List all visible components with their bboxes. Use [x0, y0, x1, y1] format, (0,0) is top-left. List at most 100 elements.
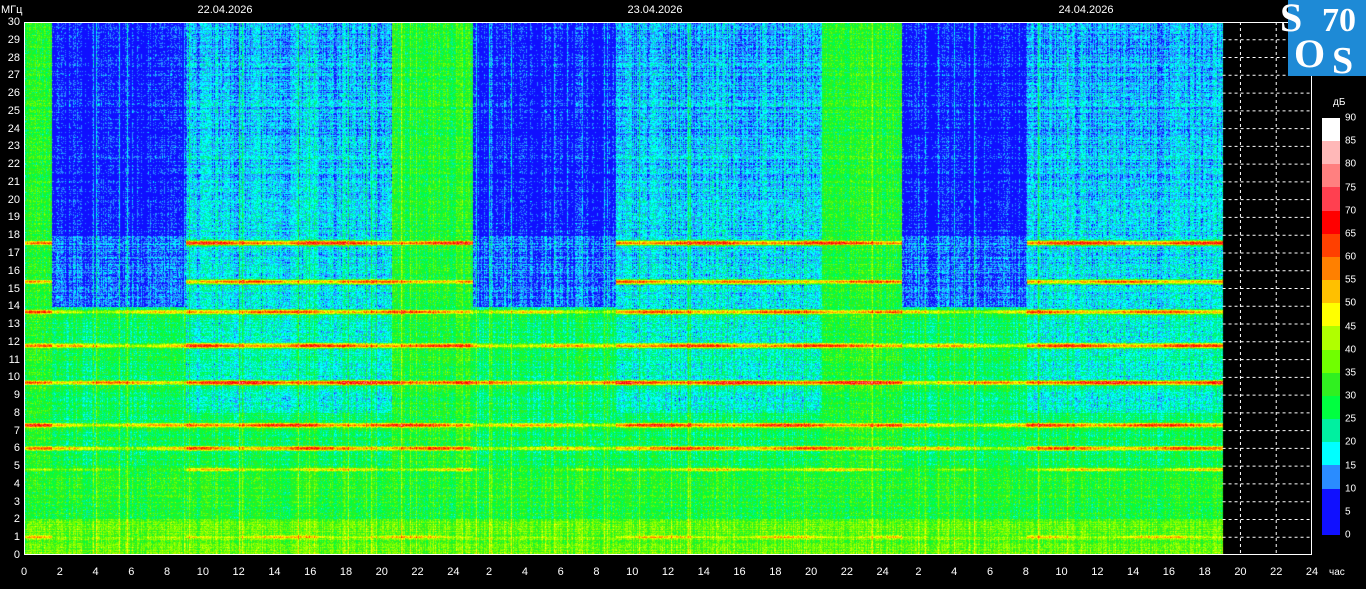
x-tick-label: 20	[804, 566, 818, 578]
x-tick-label: 22	[411, 566, 424, 578]
x-tick-label: 2	[486, 566, 493, 578]
y-tick-label: 30	[7, 16, 20, 28]
colorbar-tick-label: 5	[1345, 506, 1351, 518]
colorbar-swatch	[1322, 118, 1340, 142]
colorbar-tick-label: 75	[1345, 182, 1357, 193]
y-tick-label: 4	[13, 477, 20, 490]
y-tick-label: 19	[7, 211, 20, 224]
x-tick-label: 6	[986, 566, 994, 578]
colorbar-tick-label: 30	[1345, 390, 1357, 402]
x-tick-label: 18	[1198, 566, 1211, 578]
x-tick-label: 16	[304, 566, 317, 578]
x-tick-label: 18	[339, 566, 353, 578]
colorbar-tick-label: 35	[1345, 367, 1357, 379]
y-tick-label: 20	[7, 193, 20, 206]
colorbar-swatch	[1322, 187, 1340, 211]
colorbar-swatch	[1322, 256, 1340, 281]
y-tick-label: 9	[13, 389, 20, 402]
colorbar-swatch	[1322, 419, 1340, 443]
plot-frame	[24, 22, 1312, 555]
y-tick-label: 26	[7, 87, 20, 100]
y-tick-label: 16	[7, 264, 20, 277]
colorbar-tick-label: 20	[1345, 436, 1357, 448]
x-tick-label: 6	[128, 566, 135, 578]
x-tick-label: 12	[1091, 566, 1104, 578]
y-tick-label: 29	[7, 33, 20, 46]
y-tick-label: 18	[7, 229, 20, 242]
date-label-2: 23.04.2026	[627, 4, 683, 16]
colorbar-tick-label: 25	[1345, 413, 1357, 425]
colorbar-swatch	[1322, 442, 1340, 466]
x-tick-label: 10	[626, 566, 639, 578]
colorbar-tick-label: 85	[1345, 135, 1357, 147]
y-tick-label: 14	[7, 300, 20, 313]
y-tick-label: 23	[7, 140, 20, 153]
y-tick-label: 11	[8, 353, 20, 366]
colorbar-swatch	[1322, 210, 1340, 234]
x-tick-label: 16	[1162, 566, 1175, 578]
x-tick-label: 22	[840, 566, 853, 578]
y-tick-label: 17	[7, 246, 20, 259]
x-tick-label: 4	[521, 566, 528, 578]
x-tick-label: 6	[557, 566, 564, 578]
colorbar-swatch	[1322, 164, 1340, 188]
colorbar-tick-label: 50	[1345, 297, 1357, 309]
colorbar-tick-label: 80	[1345, 158, 1357, 170]
y-tick-label: 10	[7, 371, 20, 384]
x-tick-label: 18	[769, 566, 782, 578]
y-tick-label: 24	[7, 122, 20, 135]
x-tick-label: 2	[56, 566, 63, 578]
y-tick-label: 13	[7, 318, 20, 331]
y-tick-label: 5	[13, 460, 20, 473]
x-tick-label: 4	[951, 566, 958, 578]
colorbar-tick-label: 55	[1345, 274, 1357, 286]
x-tick-label: 24	[447, 566, 460, 578]
spectrogram-heatmap	[25, 23, 1311, 554]
colorbar-swatch	[1322, 349, 1340, 373]
colorbar-swatch	[1322, 488, 1340, 512]
x-tick-label: 8	[164, 566, 171, 578]
colorbar-tick-label: 15	[1345, 460, 1357, 471]
x-tick-label: 16	[733, 566, 746, 578]
y-tick-label: 22	[7, 158, 20, 171]
x-tick-label: 12	[232, 566, 245, 578]
y-tick-label: 3	[13, 495, 20, 508]
x-tick-label: 10	[1055, 566, 1068, 578]
x-tick-label: 12	[661, 566, 675, 578]
colorbar	[1322, 118, 1340, 535]
sos70-logo: S 70 O S	[1280, 0, 1366, 80]
empty-region-grid	[1222, 22, 1312, 555]
x-tick-label: 22	[1270, 566, 1283, 578]
x-tick-label: 10	[196, 566, 209, 578]
colorbar-swatch	[1322, 141, 1340, 165]
x-axis-unit: час	[1329, 567, 1345, 578]
colorbar-unit: дБ	[1333, 97, 1346, 108]
date-label-1: 22.04.2026	[197, 4, 253, 16]
colorbar-swatch	[1322, 465, 1340, 489]
x-tick-label: 4	[92, 566, 99, 578]
colorbar-swatch	[1322, 395, 1340, 420]
colorbar-tick-label: 70	[1345, 205, 1357, 217]
colorbar-tick-label: 65	[1345, 228, 1357, 240]
colorbar-tick-label: 10	[1345, 483, 1357, 495]
colorbar-tick-label: 45	[1345, 321, 1357, 332]
y-tick-label: 8	[13, 406, 20, 419]
y-axis-unit: МГц	[1, 4, 23, 16]
y-tick-label: 12	[7, 335, 20, 348]
x-tick-label: 8	[593, 566, 600, 578]
x-tick-label: 24	[876, 566, 889, 578]
y-tick-label: 6	[13, 442, 20, 455]
colorbar-tick-label: 90	[1345, 112, 1357, 124]
colorbar-swatch	[1322, 303, 1340, 327]
colorbar-swatch	[1322, 326, 1340, 350]
x-tick-label: 2	[915, 566, 922, 578]
colorbar-tick-label: 60	[1345, 251, 1357, 263]
y-tick-label: 21	[7, 175, 20, 188]
colorbar-swatch	[1322, 372, 1340, 396]
x-tick-label: 20	[375, 566, 388, 578]
x-tick-label: 14	[697, 566, 710, 578]
y-tick-label: 28	[7, 51, 20, 64]
y-tick-label: 2	[13, 513, 20, 526]
x-tick-label: 20	[1234, 566, 1247, 578]
y-tick-label: 0	[13, 549, 20, 561]
